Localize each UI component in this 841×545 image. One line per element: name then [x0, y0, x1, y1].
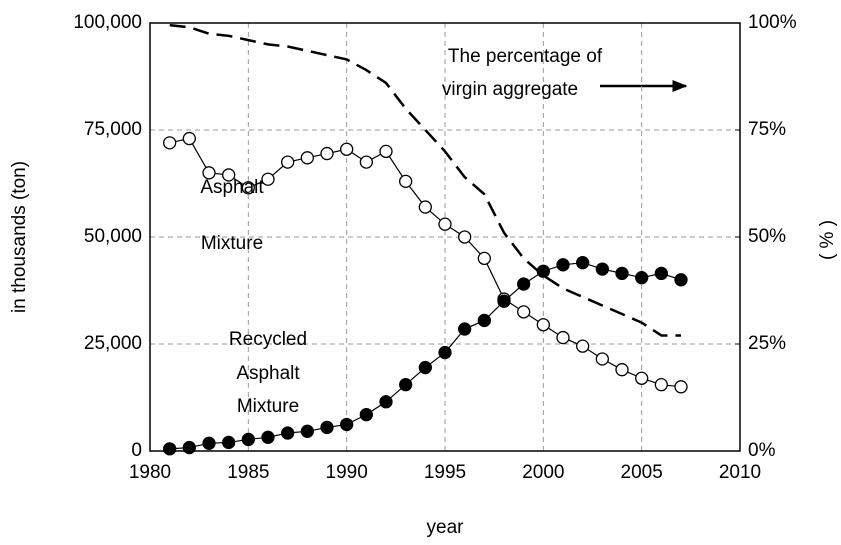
- data-point: [399, 378, 413, 392]
- y-tick-label: 25,000: [84, 333, 142, 354]
- data-point: [340, 142, 354, 156]
- series-line: [169, 23, 681, 337]
- data-point: [300, 424, 314, 438]
- data-point: [261, 430, 275, 444]
- annotation: Mixture: [201, 233, 263, 254]
- y2-tick-label: 0%: [748, 440, 776, 461]
- data-point: [340, 417, 354, 432]
- x-axis-label: year: [427, 517, 465, 538]
- data-point: [497, 294, 511, 308]
- plot-frame: [149, 22, 741, 452]
- data-point: [458, 230, 472, 244]
- data-point: [300, 151, 314, 165]
- data-point: [163, 442, 177, 456]
- data-point: [576, 256, 590, 270]
- data-point: [635, 271, 649, 285]
- data-point: [556, 258, 570, 272]
- data-point: [202, 166, 216, 180]
- data-point: [222, 435, 236, 450]
- data-point: [359, 407, 373, 422]
- annotation: Asphalt: [200, 177, 264, 198]
- data-point: [438, 345, 452, 360]
- data-point: [458, 322, 472, 336]
- x-tick-label: 1995: [424, 462, 466, 483]
- data-point: [536, 318, 550, 332]
- data-point: [379, 144, 393, 159]
- data-point: [359, 155, 373, 169]
- y-tick-label: 0: [131, 440, 142, 461]
- annotation: virgin aggregate: [442, 79, 578, 100]
- y2-tick-label: 100%: [748, 12, 797, 33]
- data-point: [438, 217, 452, 231]
- data-point: [222, 168, 236, 182]
- x-tick-label: 2000: [522, 462, 564, 483]
- data-point: [182, 440, 196, 455]
- x-tick-label: 2005: [621, 462, 663, 483]
- y-axis-label: in thousands (ton): [9, 161, 30, 313]
- y2-tick-label: 50%: [748, 226, 786, 247]
- data-point: [595, 352, 609, 366]
- annotation: The percentage of: [448, 46, 603, 67]
- data-point: [241, 432, 255, 447]
- data-point: [477, 313, 491, 328]
- data-point: [281, 426, 295, 440]
- data-point: [320, 420, 334, 435]
- y-tick-label: 75,000: [84, 119, 142, 140]
- y-tick-label: 100,000: [73, 12, 142, 33]
- data-point: [418, 360, 432, 375]
- annotation: Recycled: [229, 329, 307, 350]
- y2-tick-label: 75%: [748, 119, 786, 140]
- data-point: [379, 395, 393, 409]
- data-point: [517, 305, 531, 319]
- data-point: [654, 266, 668, 281]
- data-point: [418, 200, 432, 214]
- annotation: Asphalt: [236, 363, 300, 384]
- x-tick-label: 1980: [129, 462, 171, 483]
- y-tick-label: 50,000: [84, 226, 142, 247]
- data-point: [477, 251, 491, 266]
- data-point: [615, 363, 629, 377]
- data-point: [202, 436, 216, 450]
- x-tick-label: 2010: [719, 462, 761, 483]
- data-point: [654, 378, 668, 392]
- data-point: [595, 262, 609, 276]
- data-point: [281, 155, 295, 169]
- x-tick-label: 1990: [326, 462, 368, 483]
- data-point: [163, 136, 177, 150]
- data-point: [241, 181, 255, 195]
- data-point: [556, 330, 570, 345]
- data-point: [320, 146, 334, 161]
- data-point: [674, 380, 688, 394]
- data-point: [576, 339, 590, 353]
- data-point: [674, 273, 688, 287]
- y2-axis-label: ( % ): [817, 220, 838, 260]
- data-point: [615, 266, 629, 281]
- data-point: [517, 277, 531, 291]
- x-tick-label: 1985: [227, 462, 269, 483]
- data-point: [635, 371, 649, 385]
- data-point: [182, 131, 196, 146]
- annotation: Mixture: [237, 396, 299, 417]
- data-point: [261, 172, 275, 186]
- data-point: [399, 174, 413, 189]
- y2-tick-label: 25%: [748, 333, 786, 354]
